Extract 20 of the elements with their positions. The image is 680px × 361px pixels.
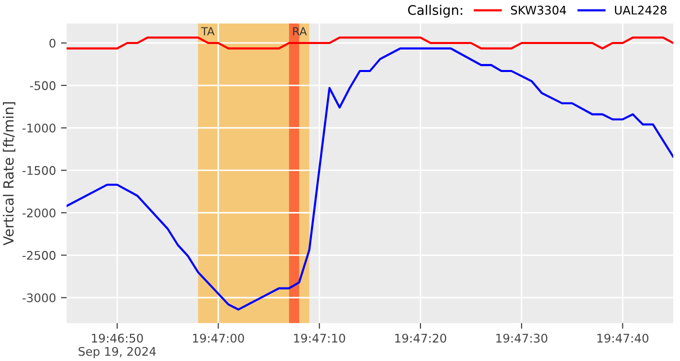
y-axis-title: Vertical Rate [ft/min] [2,102,16,246]
y-tick-label: -1500 [22,166,56,175]
x-tick-label: 19:46:50 Sep 19, 2024 [78,334,156,358]
band-label: RA [293,27,307,36]
x-tick-label: 19:47:10 [294,334,346,343]
y-tick-label: -2000 [22,208,56,218]
y-tick-label: -3000 [22,293,56,302]
x-tick-label: 19:47:00 [193,334,244,343]
legend-title: Callsign: [408,4,462,18]
band-label: TA [201,27,215,36]
y-tick-label: -2500 [22,250,56,260]
line-series [66,47,674,311]
legend-label: SKW3304 [510,6,566,15]
x-tick-label: 19:47:30 [496,334,548,343]
y-tick-label: -1000 [22,124,56,133]
y-tick-label: -500 [30,81,56,90]
x-tick-label: 19:47:20 [395,334,446,343]
y-tick-label: 0 [49,38,56,48]
legend-label: UAL2428 [614,6,666,15]
x-tick-label: 19:47:40 [597,334,648,343]
